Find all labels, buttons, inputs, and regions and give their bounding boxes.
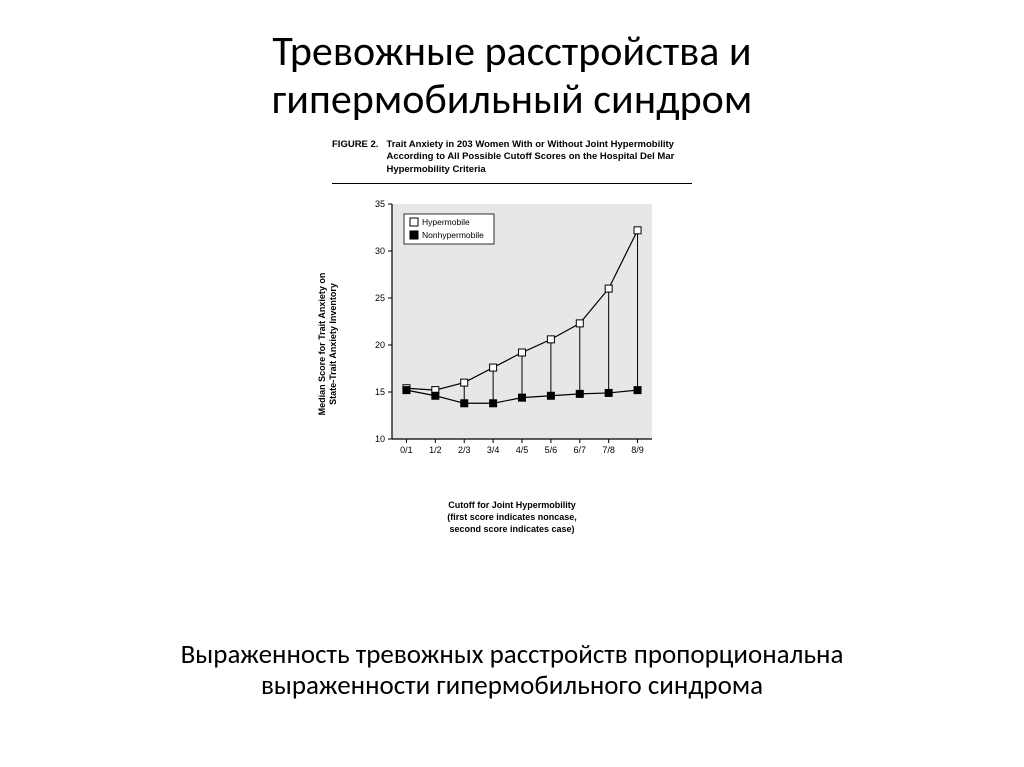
legend-nonhypermobile: Nonhypermobile — [422, 230, 484, 240]
svg-text:10: 10 — [375, 434, 385, 444]
x-axis-label: Cutoff for Joint Hypermobility (first sc… — [332, 500, 692, 535]
title-line-2: гипермобильный синдром — [272, 74, 752, 125]
svg-text:3/4: 3/4 — [487, 445, 500, 455]
y-axis-label: Median Score for Trait Anxiety on State-… — [317, 273, 340, 416]
svg-text:2/3: 2/3 — [458, 445, 471, 455]
svg-text:35: 35 — [375, 199, 385, 209]
footer-line-1: Выраженность тревожных расстройств пропо… — [181, 638, 844, 671]
legend-marker-icon — [410, 218, 418, 226]
svg-text:30: 30 — [375, 246, 385, 256]
figure: FIGURE 2. Trait Anxiety in 203 Women Wit… — [332, 139, 692, 536]
svg-text:25: 25 — [375, 293, 385, 303]
figure-caption-lead: FIGURE 2. — [332, 139, 378, 177]
figure-caption: FIGURE 2. Trait Anxiety in 203 Women Wit… — [332, 139, 692, 177]
svg-text:7/8: 7/8 — [602, 445, 615, 455]
slide-title: Тревожные расстройства и гипермобильный … — [0, 0, 1024, 125]
svg-text:8/9: 8/9 — [631, 445, 644, 455]
legend-hypermobile: Hypermobile — [422, 217, 470, 227]
footer-line-2: выраженности гипермобильного синдрома — [261, 669, 763, 702]
svg-text:4/5: 4/5 — [516, 445, 529, 455]
figure-rule — [332, 183, 692, 184]
chart-svg: 10 15 20 25 30 35 0/1 1/2 2/3 3/4 4/5 5/6 6/7 7/8 8/9 H… — [332, 194, 672, 474]
svg-text:20: 20 — [375, 340, 385, 350]
svg-text:0/1: 0/1 — [400, 445, 413, 455]
legend-marker-icon — [410, 231, 418, 239]
figure-caption-text: Trait Anxiety in 203 Women With or Witho… — [386, 139, 692, 177]
svg-text:6/7: 6/7 — [574, 445, 587, 455]
slide-footer: Выраженность тревожных расстройств пропо… — [0, 639, 1024, 701]
svg-text:15: 15 — [375, 387, 385, 397]
title-line-1: Тревожные расстройства и — [272, 26, 751, 77]
svg-text:1/2: 1/2 — [429, 445, 442, 455]
svg-text:5/6: 5/6 — [545, 445, 558, 455]
chart: Median Score for Trait Anxiety on State-… — [332, 194, 692, 494]
